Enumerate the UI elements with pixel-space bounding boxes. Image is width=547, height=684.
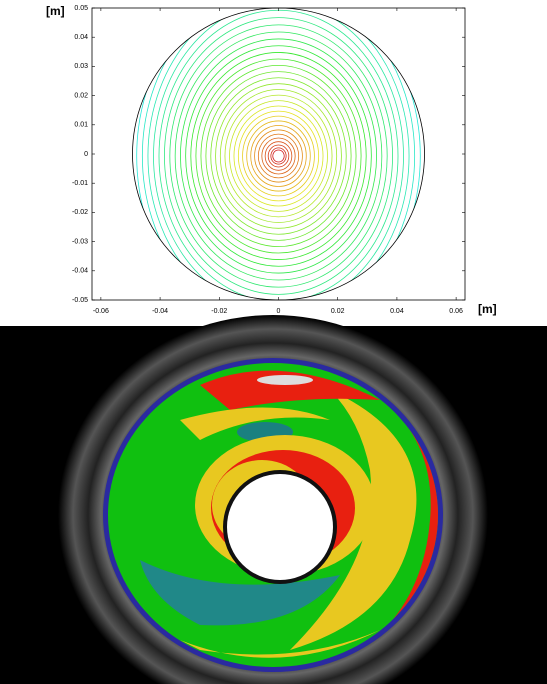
contour-line <box>195 58 362 254</box>
contour-line <box>164 17 393 295</box>
x-tick-label: 0.02 <box>331 308 345 315</box>
contour-line <box>132 8 425 300</box>
contour-line <box>229 100 328 212</box>
y-axis-label: [m] <box>46 4 65 18</box>
contour-line <box>153 8 404 300</box>
contour-line <box>257 133 300 179</box>
contour-line <box>254 129 303 183</box>
y-tick-label: -0.03 <box>72 238 88 245</box>
contour-line <box>264 141 293 171</box>
x-tick-label: -0.06 <box>93 308 109 315</box>
contour-line <box>246 120 311 192</box>
y-tick-label: 0.05 <box>74 5 88 12</box>
contour-lines <box>132 8 425 300</box>
contour-line <box>205 71 352 241</box>
x-tick-label: -0.02 <box>211 308 227 315</box>
interferogram-image <box>0 315 547 684</box>
contour-line <box>180 38 377 274</box>
contour-line <box>272 149 285 163</box>
contour-line <box>210 77 347 235</box>
y-tick-label: 0.01 <box>74 122 88 129</box>
contour-line <box>224 94 333 218</box>
contour-line <box>237 110 320 202</box>
y-tick-label: -0.02 <box>72 209 88 216</box>
x-tick-label: 0.04 <box>390 308 404 315</box>
y-tick-label: 0.03 <box>74 63 88 70</box>
contour-line <box>219 89 338 223</box>
contour-line <box>136 8 421 300</box>
contour-line <box>270 147 287 165</box>
contour-line <box>250 125 307 187</box>
contour-line <box>141 8 416 300</box>
contour-line <box>242 115 315 197</box>
y-tick-label: -0.05 <box>72 297 88 304</box>
contour-line <box>190 52 367 260</box>
x-axis-label: [m] <box>478 302 497 316</box>
contour-line <box>215 83 342 229</box>
contour-line <box>158 9 399 300</box>
x-tick-label: 0.06 <box>449 308 463 315</box>
x-tick-label: 0 <box>277 308 281 315</box>
contour-line <box>185 45 372 267</box>
x-tick-label: -0.04 <box>152 308 168 315</box>
contour-line <box>169 24 388 288</box>
y-tick-label: -0.04 <box>72 268 88 275</box>
contour-line <box>200 64 357 248</box>
y-tick-label: 0 <box>84 151 88 158</box>
contour-line <box>267 144 290 168</box>
contour-line <box>174 31 383 281</box>
y-tick-label: 0.02 <box>74 92 88 99</box>
y-tick-label: -0.01 <box>72 180 88 187</box>
y-tick-label: 0.04 <box>74 34 88 41</box>
contour-line <box>261 137 296 175</box>
contour-line <box>233 105 324 207</box>
contour-line <box>147 8 410 300</box>
